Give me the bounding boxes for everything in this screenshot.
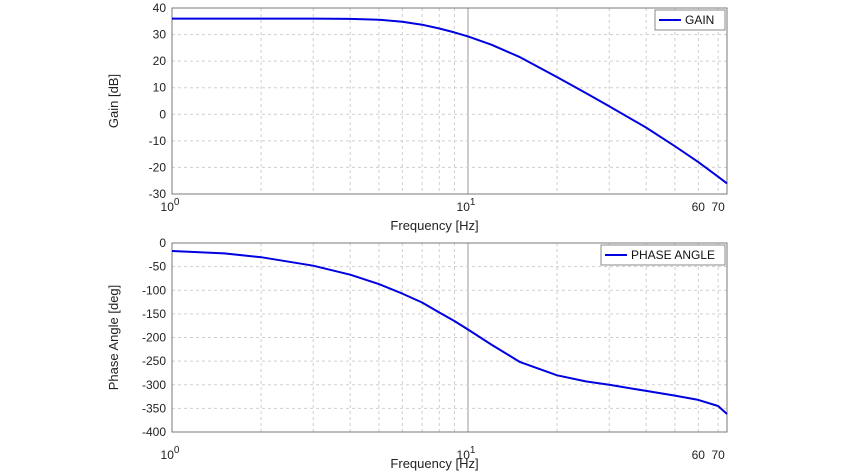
x-tick-label: 60 bbox=[692, 448, 706, 462]
y-tick-label: 0 bbox=[159, 236, 166, 250]
y-tick-label: -100 bbox=[142, 283, 166, 297]
x-tick-label-base: 10 bbox=[161, 448, 175, 462]
x-tick-label: 101 bbox=[457, 445, 476, 462]
y-tick-label: -150 bbox=[142, 307, 166, 321]
y-tick-label: -400 bbox=[142, 425, 166, 439]
y-tick-label: -20 bbox=[149, 160, 167, 174]
legend: GAIN bbox=[654, 9, 726, 31]
x-tick-label: 70 bbox=[711, 200, 725, 214]
y-tick-label: 10 bbox=[153, 81, 167, 95]
y-axis-label: Gain [dB] bbox=[106, 74, 121, 128]
y-tick-label: 40 bbox=[153, 1, 167, 15]
y-tick-label: 20 bbox=[153, 54, 167, 68]
x-tick-label-exponent: 0 bbox=[174, 197, 180, 208]
x-tick-label-base: 10 bbox=[457, 200, 471, 214]
y-tick-label: -30 bbox=[149, 187, 167, 201]
plot-area bbox=[172, 8, 727, 194]
legend-box bbox=[600, 244, 726, 266]
x-axis-label: Frequency [Hz] bbox=[390, 218, 478, 233]
x-tick-label-exponent: 1 bbox=[470, 197, 476, 208]
x-tick-label-exponent: 0 bbox=[174, 445, 180, 456]
plot-frame bbox=[171, 7, 728, 195]
x-tick-label: 60 bbox=[692, 200, 706, 214]
y-tick-label: -350 bbox=[142, 401, 166, 415]
y-tick-label: -300 bbox=[142, 378, 166, 392]
plot-frame bbox=[171, 242, 728, 433]
x-tick-label: 101 bbox=[457, 197, 476, 214]
x-tick-label-base: 10 bbox=[161, 200, 175, 214]
series-line bbox=[171, 250, 728, 415]
x-tick-label-base: 10 bbox=[457, 448, 471, 462]
legend: PHASE ANGLE bbox=[600, 244, 726, 266]
y-tick-label: -50 bbox=[149, 260, 167, 274]
x-tick-label: 100 bbox=[161, 445, 180, 462]
x-axis-label: Frequency [Hz] bbox=[390, 456, 478, 471]
x-tick-label: 100 bbox=[161, 197, 180, 214]
x-tick-label-exponent: 1 bbox=[470, 445, 476, 456]
y-tick-label: -10 bbox=[149, 134, 167, 148]
series-line bbox=[172, 17, 728, 185]
legend-label: PHASE ANGLE bbox=[631, 248, 715, 262]
y-tick-label: 0 bbox=[159, 107, 166, 121]
legend-label: GAIN bbox=[685, 13, 714, 27]
y-tick-label: -250 bbox=[142, 354, 166, 368]
x-tick-label: 70 bbox=[711, 448, 725, 462]
legend-box bbox=[654, 9, 726, 31]
y-axis-label: Phase Angle [deg] bbox=[106, 285, 121, 391]
y-tick-label: 30 bbox=[153, 28, 167, 42]
y-tick-label: -200 bbox=[142, 331, 166, 345]
